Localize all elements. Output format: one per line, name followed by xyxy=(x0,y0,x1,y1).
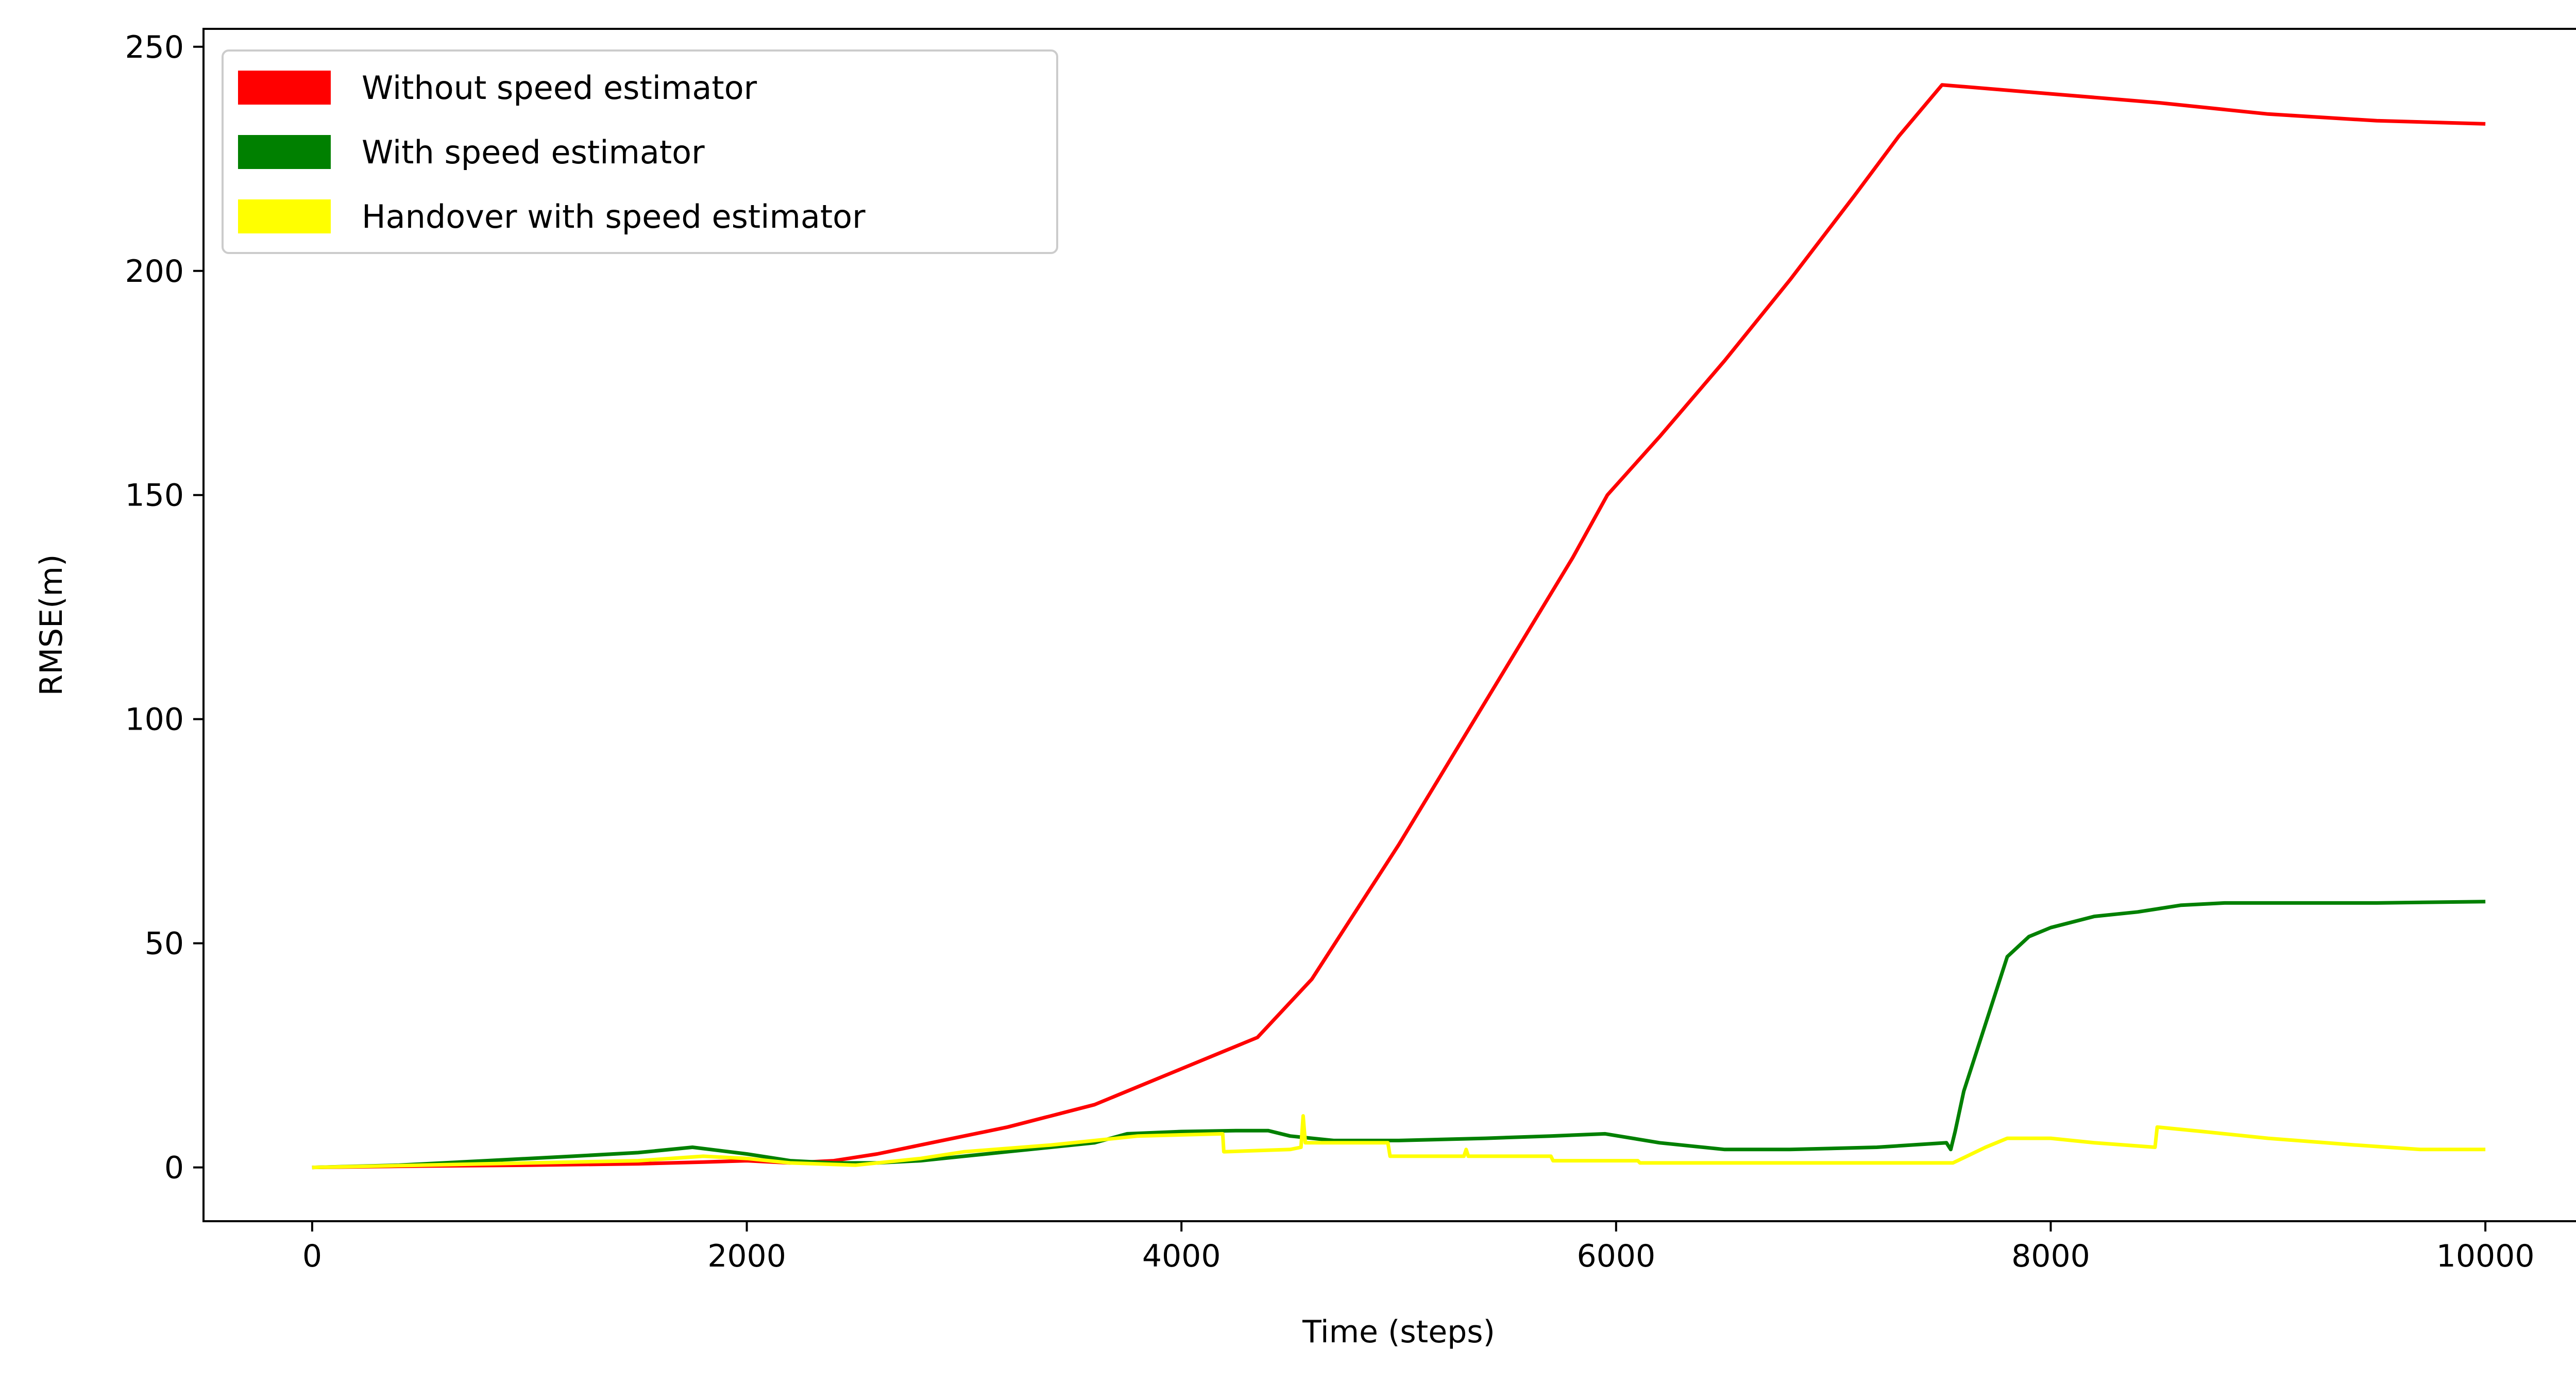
legend-label: Without speed estimator xyxy=(362,69,757,107)
y-tick-label: 150 xyxy=(125,478,184,514)
legend: Without speed estimator With speed estima… xyxy=(222,49,1058,254)
y-tick-label: 100 xyxy=(125,702,184,738)
x-tick-label: 2000 xyxy=(707,1238,786,1274)
x-tick-label: 0 xyxy=(302,1238,322,1274)
legend-box xyxy=(222,49,1058,254)
legend-swatch xyxy=(238,71,331,105)
y-tick-label: 50 xyxy=(145,926,184,962)
y-axis-label: RMSE(m) xyxy=(33,554,70,696)
x-tick-label: 4000 xyxy=(1142,1238,1221,1274)
y-axis: 0 50 100 150 200 250 xyxy=(125,29,204,1186)
y-tick-label: 0 xyxy=(164,1150,184,1186)
series-line-3 xyxy=(312,1114,2486,1170)
legend-swatch xyxy=(238,135,331,169)
y-tick-label: 200 xyxy=(125,254,184,290)
x-tick-label: 6000 xyxy=(1577,1238,1655,1274)
x-axis: 0 2000 4000 6000 8000 10000 xyxy=(302,1221,2535,1274)
legend-label: With speed estimator xyxy=(362,133,705,171)
x-tick-label: 8000 xyxy=(2011,1238,2090,1274)
plot-frame xyxy=(202,28,2576,1222)
legend-swatch xyxy=(238,199,331,233)
series-line-2 xyxy=(312,900,2486,1170)
plot-lines xyxy=(312,83,2486,1170)
x-axis-label: Time (steps) xyxy=(1302,1314,1495,1350)
legend-label: Handover with speed estimator xyxy=(362,198,866,235)
y-tick-label: 250 xyxy=(125,29,184,65)
x-tick-label: 10000 xyxy=(2436,1238,2535,1274)
